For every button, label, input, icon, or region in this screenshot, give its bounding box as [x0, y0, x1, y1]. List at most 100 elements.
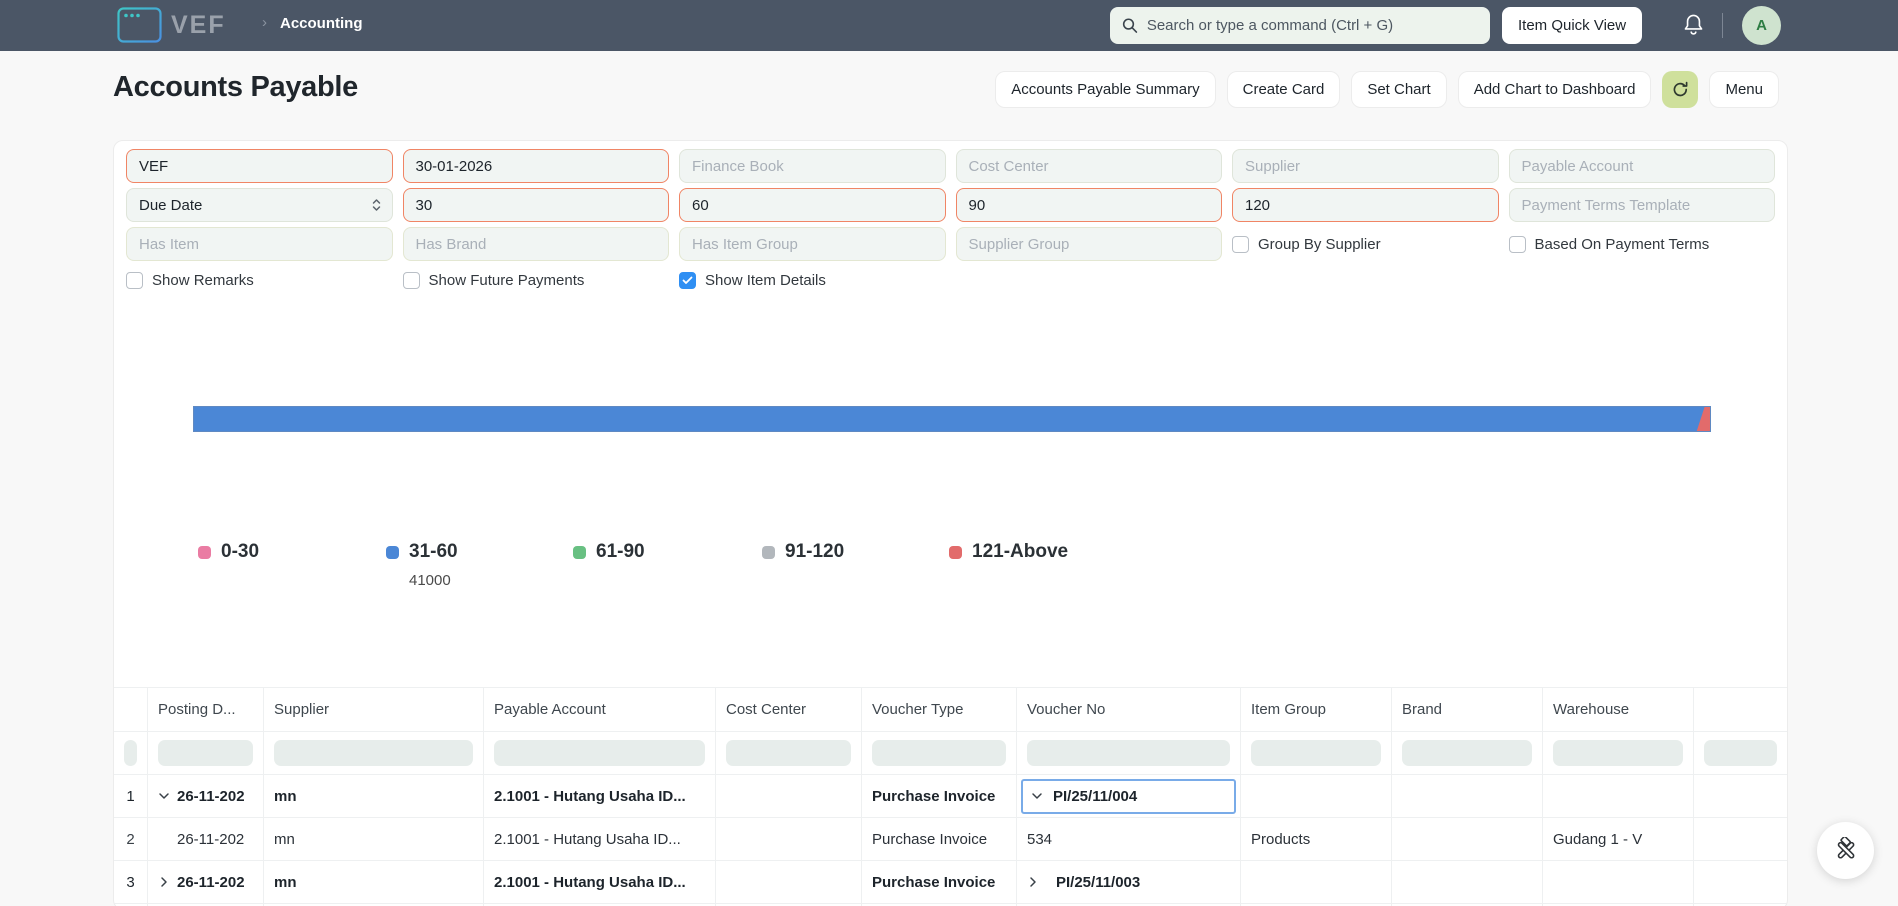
cell-supplier[interactable]: mn: [264, 818, 484, 860]
cell-item-group[interactable]: [1241, 775, 1392, 817]
cell-warehouse[interactable]: Gudang 1 - V: [1543, 818, 1694, 860]
range1-filter[interactable]: [402, 188, 669, 222]
supplier-filter[interactable]: [1232, 149, 1499, 183]
header-voucher-no[interactable]: Voucher No: [1017, 688, 1241, 731]
legend-item-0-30[interactable]: 0-30: [198, 541, 259, 563]
table-row[interactable]: 3 26-11-2025 mn 2.1001 - Hutang Usaha ID…: [114, 861, 1787, 904]
cell-brand[interactable]: [1392, 775, 1543, 817]
create-card-button[interactable]: Create Card: [1226, 71, 1341, 108]
column-filter-input[interactable]: [1402, 740, 1532, 766]
search-input[interactable]: [1146, 17, 1478, 34]
range3-filter[interactable]: [955, 188, 1222, 222]
range4-filter[interactable]: [1232, 188, 1499, 222]
cell-payable-account[interactable]: 2.1001 - Hutang Usaha ID...: [484, 818, 716, 860]
chevron-down-icon[interactable]: [158, 790, 170, 802]
legend-item-31-60[interactable]: 31-60: [386, 541, 458, 563]
cell-cost-center[interactable]: [716, 775, 862, 817]
column-filter-input[interactable]: [1553, 740, 1683, 766]
column-filter-input[interactable]: [872, 740, 1006, 766]
show-item-details-checkbox[interactable]: Show Item Details: [679, 270, 826, 290]
column-filter-input[interactable]: [274, 740, 473, 766]
column-filter-input[interactable]: [726, 740, 851, 766]
legend-item-121-above[interactable]: 121-Above: [949, 541, 1068, 563]
supplier-group-filter[interactable]: [955, 227, 1222, 261]
cell-brand[interactable]: [1392, 818, 1543, 860]
has-item-group-filter[interactable]: [679, 227, 946, 261]
set-chart-button[interactable]: Set Chart: [1351, 71, 1447, 108]
global-search[interactable]: [1110, 7, 1490, 44]
cell-brand[interactable]: [1392, 861, 1543, 903]
report-date-filter[interactable]: [402, 149, 669, 183]
cell-voucher-no[interactable]: PI/25/11/003: [1017, 861, 1241, 903]
cell-supplier[interactable]: mn: [264, 775, 484, 817]
ageing-based-on-select[interactable]: Due Date: [126, 188, 393, 222]
chart-bar-segment-121-above: [1694, 407, 1710, 431]
group-by-supplier-checkbox[interactable]: Group By Supplier: [1232, 234, 1381, 254]
cell-extra: [1694, 861, 1787, 903]
cell-payable-account[interactable]: 2.1001 - Hutang Usaha ID...: [484, 861, 716, 903]
show-remarks-checkbox[interactable]: Show Remarks: [126, 270, 254, 290]
cell-supplier[interactable]: mn: [264, 861, 484, 903]
cell-posting-date[interactable]: 26-11-2025: [148, 818, 264, 860]
accounts-payable-summary-button[interactable]: Accounts Payable Summary: [995, 71, 1216, 108]
chevron-right-icon[interactable]: [1027, 876, 1039, 888]
legend-item-61-90[interactable]: 61-90: [573, 541, 645, 563]
finance-book-filter[interactable]: [679, 149, 946, 183]
chevron-right-icon[interactable]: [158, 876, 170, 888]
payable-account-filter[interactable]: [1508, 149, 1775, 183]
table-row[interactable]: 1 26-11-2025 mn 2.1001 - Hutang Usaha ID…: [114, 775, 1787, 818]
header-brand[interactable]: Brand: [1392, 688, 1543, 731]
column-filter-input[interactable]: [1704, 740, 1777, 766]
cell-voucher-type[interactable]: Purchase Invoice: [862, 861, 1017, 903]
column-filter-input[interactable]: [158, 740, 253, 766]
show-future-payments-checkbox[interactable]: Show Future Payments: [402, 270, 584, 290]
logo-window-icon: [117, 7, 162, 43]
cell-warehouse[interactable]: [1543, 861, 1694, 903]
add-chart-to-dashboard-button[interactable]: Add Chart to Dashboard: [1457, 71, 1652, 108]
table-row[interactable]: 2 26-11-2025 mn 2.1001 - Hutang Usaha ID…: [114, 818, 1787, 861]
range2-filter[interactable]: [679, 188, 946, 222]
header-posting-date[interactable]: Posting D...: [148, 688, 264, 731]
column-filter-input[interactable]: [1251, 740, 1381, 766]
app-logo[interactable]: VEF: [117, 7, 226, 43]
cell-posting-date[interactable]: 26-11-2025: [148, 775, 264, 817]
chart-stacked-bar[interactable]: [193, 406, 1711, 432]
column-filter-input[interactable]: [494, 740, 705, 766]
legend-marker: [198, 545, 211, 559]
cell-voucher-type[interactable]: Purchase Invoice: [862, 818, 1017, 860]
breadcrumb[interactable]: Accounting: [280, 15, 363, 32]
payment-terms-template-filter[interactable]: [1508, 188, 1775, 222]
cell-voucher-type[interactable]: Purchase Invoice: [862, 775, 1017, 817]
header-supplier[interactable]: Supplier: [264, 688, 484, 731]
header-cost-center[interactable]: Cost Center: [716, 688, 862, 731]
cell-posting-date[interactable]: 26-11-2025: [148, 861, 264, 903]
based-on-payment-terms-checkbox[interactable]: Based On Payment Terms: [1508, 234, 1709, 254]
selected-cell[interactable]: PI/25/11/004: [1021, 778, 1236, 814]
column-filter-input[interactable]: [1027, 740, 1230, 766]
header-voucher-type[interactable]: Voucher Type: [862, 688, 1017, 731]
cell-voucher-no[interactable]: PI/25/11/004: [1017, 775, 1241, 817]
menu-button[interactable]: Menu: [1709, 71, 1779, 108]
header-payable-account[interactable]: Payable Account: [484, 688, 716, 731]
cost-center-filter[interactable]: [955, 149, 1222, 183]
column-filter-input[interactable]: [124, 740, 137, 766]
has-item-filter[interactable]: [126, 227, 393, 261]
chevron-down-icon[interactable]: [1031, 790, 1043, 802]
header-item-group[interactable]: Item Group: [1241, 688, 1392, 731]
cell-warehouse[interactable]: [1543, 775, 1694, 817]
cell-voucher-no[interactable]: 534: [1017, 818, 1241, 860]
refresh-button[interactable]: [1662, 71, 1699, 108]
cell-payable-account[interactable]: 2.1001 - Hutang Usaha ID...: [484, 775, 716, 817]
notifications-button[interactable]: [1680, 13, 1706, 39]
user-avatar[interactable]: A: [1742, 6, 1781, 45]
has-brand-filter[interactable]: [402, 227, 669, 261]
build-tools-fab[interactable]: [1817, 822, 1874, 879]
company-filter[interactable]: [126, 149, 393, 183]
item-quick-view-button[interactable]: Item Quick View: [1502, 7, 1643, 44]
header-warehouse[interactable]: Warehouse: [1543, 688, 1694, 731]
cell-cost-center[interactable]: [716, 861, 862, 903]
cell-item-group[interactable]: Products: [1241, 818, 1392, 860]
cell-cost-center[interactable]: [716, 818, 862, 860]
cell-item-group[interactable]: [1241, 861, 1392, 903]
legend-item-91-120[interactable]: 91-120: [762, 541, 844, 563]
